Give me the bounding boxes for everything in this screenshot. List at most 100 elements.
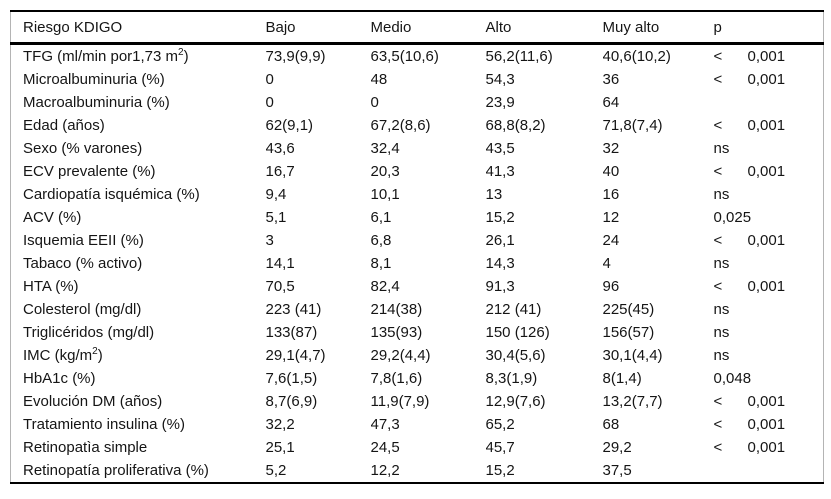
cell-medio: 32,4 <box>370 140 400 157</box>
cell-alto: 150 (126) <box>485 324 550 341</box>
cell-bajo: 5,1 <box>265 209 287 226</box>
row-label: HTA (%) <box>23 278 79 295</box>
cell-medio: 63,5(10,6) <box>370 48 439 65</box>
cell-bajo: 25,1 <box>265 439 295 456</box>
cell-p: ns <box>714 252 824 275</box>
row-label: ACV (%) <box>23 209 82 226</box>
cell-bajo: 0 <box>265 71 274 88</box>
cell-alto: 14,3 <box>485 255 515 272</box>
table-row: HbA1c (%) 7,6(1,5) 7,8(1,6) 8,3(1,9) 8(1… <box>11 367 824 390</box>
cell-muy-alto: 8(1,4) <box>602 370 642 387</box>
cell-medio: 12,2 <box>370 462 400 479</box>
p-sign: < <box>713 232 723 249</box>
cell-p: <0,001 <box>714 436 824 459</box>
column-header-p: p <box>713 18 722 36</box>
row-label-cell: TFG (ml/min por1,73 m2) <box>11 44 266 69</box>
column-header-riesgo-kdigo: Riesgo KDIGO <box>23 18 123 36</box>
row-label: Triglicéridos (mg/dl) <box>23 324 155 341</box>
p-value: 0,001 <box>747 163 786 180</box>
p-sign: < <box>713 163 723 180</box>
p-sign: ns <box>713 301 730 318</box>
cell-alto: 15,2 <box>485 209 515 226</box>
row-label: Tratamiento insulina (%) <box>23 416 186 433</box>
table-row: Retinopatìa simple 25,1 24,5 45,7 29,2 <… <box>11 436 824 459</box>
cell-alto: 12,9(7,6) <box>485 393 546 410</box>
table-row: Retinopatía proliferativa (%) 5,2 12,2 1… <box>11 459 824 483</box>
cell-muy-alto: 71,8(7,4) <box>602 117 663 134</box>
cell-p: <0,001 <box>714 160 824 183</box>
row-label-cell: HbA1c (%) <box>11 367 266 390</box>
cell-medio: 7,8(1,6) <box>370 370 423 387</box>
table-row: Isquemia EEII (%) 3 6,8 26,1 24 <0,001 <box>11 229 824 252</box>
cell-alto: 68,8(8,2) <box>485 117 546 134</box>
table-row: Cardiopatía isquémica (%) 9,4 10,1 13 16… <box>11 183 824 206</box>
row-label: TFG (ml/min por1,73 m <box>23 48 179 65</box>
cell-alto: 41,3 <box>485 163 515 180</box>
cell-bajo: 7,6(1,5) <box>265 370 318 387</box>
cell-p: ns <box>714 321 824 344</box>
row-label-cell: ECV prevalente (%) <box>11 160 266 183</box>
p-sign: ns <box>713 186 730 203</box>
row-label-cell: Tabaco (% activo) <box>11 252 266 275</box>
row-label: Microalbuminuria (%) <box>23 71 165 88</box>
table-row: Colesterol (mg/dl) 223 (41) 214(38) 212 … <box>11 298 824 321</box>
cell-p <box>714 459 824 483</box>
cell-muy-alto: 40 <box>602 163 620 180</box>
p-value: 0,001 <box>747 232 786 249</box>
cell-medio: 48 <box>370 71 388 88</box>
cell-p: <0,001 <box>714 68 824 91</box>
table-row: Sexo (% varones) 43,6 32,4 43,5 32 ns <box>11 137 824 160</box>
p-value: 0,001 <box>747 278 786 295</box>
cell-medio: 8,1 <box>370 255 392 272</box>
cell-bajo: 0 <box>265 94 274 111</box>
cell-alto: 30,4(5,6) <box>485 347 546 364</box>
row-label-cell: Tratamiento insulina (%) <box>11 413 266 436</box>
table-row: Microalbuminuria (%) 0 48 54,3 36 <0,001 <box>11 68 824 91</box>
column-header-medio: Medio <box>370 18 412 36</box>
cell-alto: 65,2 <box>485 416 515 433</box>
cell-p: ns <box>714 298 824 321</box>
cell-bajo: 3 <box>265 232 274 249</box>
cell-muy-alto: 4 <box>602 255 611 272</box>
cell-alto: 8,3(1,9) <box>485 370 538 387</box>
cell-alto: 15,2 <box>485 462 515 479</box>
p-sign: < <box>713 48 723 65</box>
cell-bajo: 133(87) <box>265 324 318 341</box>
cell-alto: 91,3 <box>485 278 515 295</box>
cell-bajo: 73,9(9,9) <box>265 48 326 65</box>
p-value: 0,001 <box>747 117 786 134</box>
p-sign: < <box>713 117 723 134</box>
p-sign: < <box>713 393 723 410</box>
header-row: Riesgo KDIGO Bajo Medio Alto Muy alto p <box>10 11 824 44</box>
cell-muy-alto: 16 <box>602 186 620 203</box>
cell-medio: 24,5 <box>370 439 400 456</box>
cell-muy-alto: 40,6(10,2) <box>602 48 671 65</box>
p-sign: ns <box>713 347 730 364</box>
row-label-cell: IMC (kg/m2) <box>11 344 266 367</box>
row-label: Retinopatía proliferativa (%) <box>23 462 209 479</box>
row-label-cell: ACV (%) <box>11 206 266 229</box>
cell-bajo: 14,1 <box>265 255 295 272</box>
cell-muy-alto: 32 <box>602 140 620 157</box>
row-label-suffix: ) <box>183 48 189 65</box>
row-label: HbA1c (%) <box>23 370 96 387</box>
cell-alto: 26,1 <box>485 232 515 249</box>
cell-bajo: 62(9,1) <box>265 117 314 134</box>
row-label-cell: Edad (años) <box>11 114 266 137</box>
table-row: ECV prevalente (%) 16,7 20,3 41,3 40 <0,… <box>11 160 824 183</box>
table-row: Evolución DM (años) 8,7(6,9) 11,9(7,9) 1… <box>11 390 824 413</box>
cell-p: ns <box>714 183 824 206</box>
cell-bajo: 32,2 <box>265 416 295 433</box>
cell-medio: 214(38) <box>370 301 423 318</box>
cell-medio: 135(93) <box>370 324 423 341</box>
table-row: HTA (%) 70,5 82,4 91,3 96 <0,001 <box>11 275 824 298</box>
cell-muy-alto: 13,2(7,7) <box>602 393 663 410</box>
column-header-muy-alto: Muy alto <box>602 18 660 36</box>
cell-muy-alto: 12 <box>602 209 620 226</box>
p-sign: ns <box>713 324 730 341</box>
cell-alto: 212 (41) <box>485 301 542 318</box>
cell-muy-alto: 36 <box>602 71 620 88</box>
cell-medio: 0 <box>370 94 379 111</box>
cell-medio: 29,2(4,4) <box>370 347 431 364</box>
cell-muy-alto: 37,5 <box>602 462 632 479</box>
